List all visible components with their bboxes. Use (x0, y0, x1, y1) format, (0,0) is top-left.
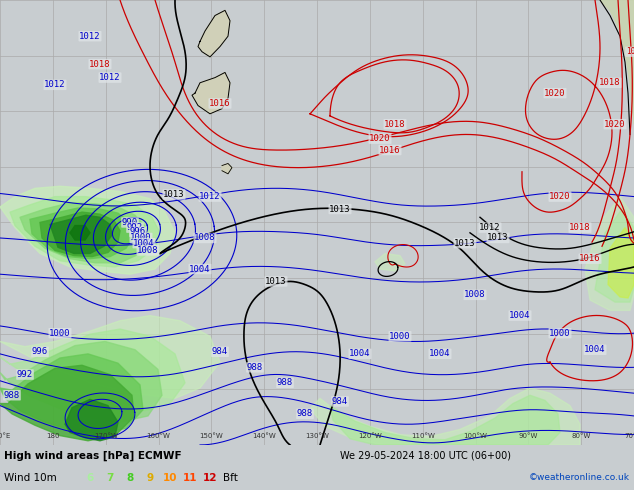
Text: 1020: 1020 (549, 192, 571, 201)
Text: 170°W: 170°W (94, 433, 117, 439)
Text: 1004: 1004 (509, 311, 531, 320)
Text: 90°W: 90°W (519, 433, 538, 439)
Text: 6: 6 (86, 473, 94, 483)
Text: 1012: 1012 (479, 223, 501, 232)
Text: 7: 7 (107, 473, 113, 483)
Polygon shape (30, 208, 134, 259)
Text: 80°W: 80°W (571, 433, 591, 439)
Text: 12: 12 (203, 473, 217, 483)
Text: 1013: 1013 (163, 190, 184, 199)
Polygon shape (0, 329, 185, 411)
Text: 1013: 1013 (454, 239, 476, 247)
Text: 988: 988 (4, 391, 20, 400)
Text: 130°W: 130°W (305, 433, 329, 439)
Polygon shape (10, 196, 160, 267)
Text: 160°W: 160°W (146, 433, 171, 439)
Text: 110°W: 110°W (411, 433, 434, 439)
Text: 1020: 1020 (604, 120, 626, 129)
Text: 170°E: 170°E (0, 433, 11, 439)
Text: 992: 992 (127, 223, 143, 232)
Text: 1013: 1013 (265, 277, 287, 286)
Text: 1012: 1012 (44, 80, 66, 89)
Text: 988: 988 (277, 378, 293, 387)
Text: 984: 984 (332, 397, 348, 406)
Text: 1012: 1012 (199, 192, 221, 201)
Text: 1013: 1013 (329, 204, 351, 214)
Polygon shape (0, 365, 134, 441)
Text: 1012: 1012 (100, 73, 120, 82)
Text: 988: 988 (297, 409, 313, 418)
Text: 1004: 1004 (133, 239, 155, 247)
Text: 1016: 1016 (379, 146, 401, 154)
Text: 1016: 1016 (209, 99, 231, 108)
Polygon shape (40, 212, 120, 257)
Text: 984: 984 (212, 347, 228, 356)
Polygon shape (608, 228, 634, 298)
Polygon shape (198, 10, 230, 57)
Text: 1012: 1012 (79, 32, 101, 41)
Polygon shape (0, 316, 220, 398)
Text: 10: 10 (163, 473, 178, 483)
Text: 1004: 1004 (429, 349, 451, 358)
Text: 992: 992 (17, 370, 33, 379)
Polygon shape (375, 253, 405, 271)
Polygon shape (330, 395, 560, 445)
Text: 1018: 1018 (89, 60, 111, 69)
Polygon shape (65, 399, 118, 441)
Text: 1013: 1013 (488, 233, 508, 243)
Text: High wind areas [hPa] ECMWF: High wind areas [hPa] ECMWF (4, 451, 181, 461)
Text: 1008: 1008 (464, 291, 486, 299)
Text: 180: 180 (46, 433, 60, 439)
Text: 1000: 1000 (389, 332, 411, 341)
Text: 1008: 1008 (137, 246, 158, 255)
Text: 1004: 1004 (190, 265, 210, 273)
Polygon shape (0, 342, 162, 422)
Polygon shape (70, 225, 90, 240)
Text: 1004: 1004 (349, 349, 371, 358)
Text: 8: 8 (126, 473, 134, 483)
Polygon shape (20, 203, 148, 263)
Polygon shape (600, 0, 634, 124)
Text: 1008: 1008 (194, 233, 216, 243)
Text: 140°W: 140°W (252, 433, 276, 439)
Text: 1000: 1000 (49, 329, 71, 338)
Polygon shape (595, 209, 634, 302)
Text: 9: 9 (146, 473, 153, 483)
Polygon shape (50, 215, 112, 253)
Polygon shape (310, 388, 580, 445)
Text: 1016: 1016 (579, 254, 601, 263)
Text: We 29-05-2024 18:00 UTC (06+00): We 29-05-2024 18:00 UTC (06+00) (340, 451, 511, 461)
Text: ©weatheronline.co.uk: ©weatheronline.co.uk (529, 473, 630, 483)
Text: 996: 996 (32, 347, 48, 356)
Text: 1004: 1004 (585, 345, 605, 354)
Text: 990: 990 (122, 218, 138, 227)
Text: 1000: 1000 (549, 329, 571, 338)
Text: 150°W: 150°W (200, 433, 223, 439)
Text: 120°W: 120°W (358, 433, 382, 439)
Polygon shape (222, 164, 232, 174)
Text: 1018: 1018 (384, 120, 406, 129)
Text: Wind 10m: Wind 10m (4, 473, 57, 483)
Polygon shape (0, 354, 143, 434)
Text: Bft: Bft (223, 473, 238, 483)
Text: 100°W: 100°W (463, 433, 488, 439)
Text: 996: 996 (130, 227, 146, 236)
Text: 1018: 1018 (569, 223, 591, 232)
Text: 988: 988 (247, 363, 263, 372)
Text: 1018: 1018 (599, 78, 621, 87)
Polygon shape (0, 186, 175, 274)
Text: 1018: 1018 (626, 47, 634, 56)
Text: 11: 11 (183, 473, 197, 483)
Text: 1020: 1020 (544, 89, 566, 98)
Text: 1020: 1020 (369, 134, 391, 143)
Polygon shape (585, 196, 634, 310)
Text: 70°W: 70°W (624, 433, 634, 439)
Text: 1000: 1000 (130, 233, 152, 243)
Polygon shape (192, 73, 230, 114)
